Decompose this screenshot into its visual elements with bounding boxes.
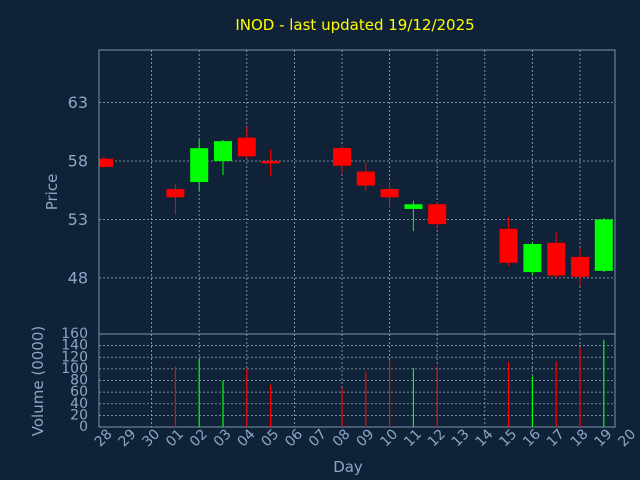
candle [380,182,399,208]
x-axis-ticks: 28 29 30 01 02 03 04 05 06 07 08 09 10 1… [92,426,640,450]
candle [237,127,256,159]
volume-tick-label: 0 [79,419,88,435]
candle-body [594,219,613,271]
candle [404,200,423,232]
candle-body [99,158,113,167]
candle-body [356,171,375,186]
candle [356,162,375,192]
candle-body [237,137,256,157]
candle-body [428,204,447,225]
price-tick-label: 63 [68,93,88,112]
candle [261,149,280,177]
chart-title: INOD - last updated 19/12/2025 [235,16,474,34]
candle-body [404,204,423,209]
candle-body [214,141,232,162]
candle-body [571,256,589,277]
candle [190,138,209,191]
volume-tick-label: 60 [70,384,88,400]
volume-tick-label: 140 [61,338,88,354]
price-axis-ticks: 48 53 58 63 [68,93,88,287]
candle-body [190,148,209,183]
price-tick-label: 58 [68,152,88,171]
candle-body [166,189,185,198]
price-tick-label: 53 [68,210,88,229]
volume-grid-y [99,345,615,416]
candle [523,242,542,275]
candle-body [523,244,542,273]
volume-panel: 0 20 40 60 80 100 120 140 160 Volume (00… [29,326,616,436]
candle [428,201,447,229]
candle [547,232,566,278]
x-axis-label: Day [333,458,363,476]
price-grid-y [99,102,615,279]
candle [571,247,589,287]
candle [99,156,113,169]
candle-body [499,228,518,263]
volume-tick-label: 20 [70,407,88,423]
candle [594,218,613,273]
candlestick-series [99,127,613,287]
volume-tick-label: 40 [70,396,88,412]
price-tick-label: 48 [68,268,88,287]
volume-axis-label: Volume (0000) [29,326,47,436]
volume-tick-label: 120 [61,349,88,365]
price-axis-label: Price [43,174,61,211]
candle [166,184,185,215]
volume-bar-series [174,339,605,427]
candle [214,139,232,176]
volume-tick-label: 100 [61,361,88,377]
candle-body [380,189,399,198]
candle-body [547,242,566,276]
volume-tick-label: 80 [70,373,88,389]
candle-body [333,148,351,166]
volume-axis-ticks: 0 20 40 60 80 100 120 140 160 [61,326,88,435]
volume-tick-label: 160 [61,326,88,342]
candle-body [261,161,280,164]
candle [333,145,351,173]
price-panel: 48 53 58 63 Price [43,49,616,335]
candle [499,217,518,267]
price-grid-x [151,50,581,334]
